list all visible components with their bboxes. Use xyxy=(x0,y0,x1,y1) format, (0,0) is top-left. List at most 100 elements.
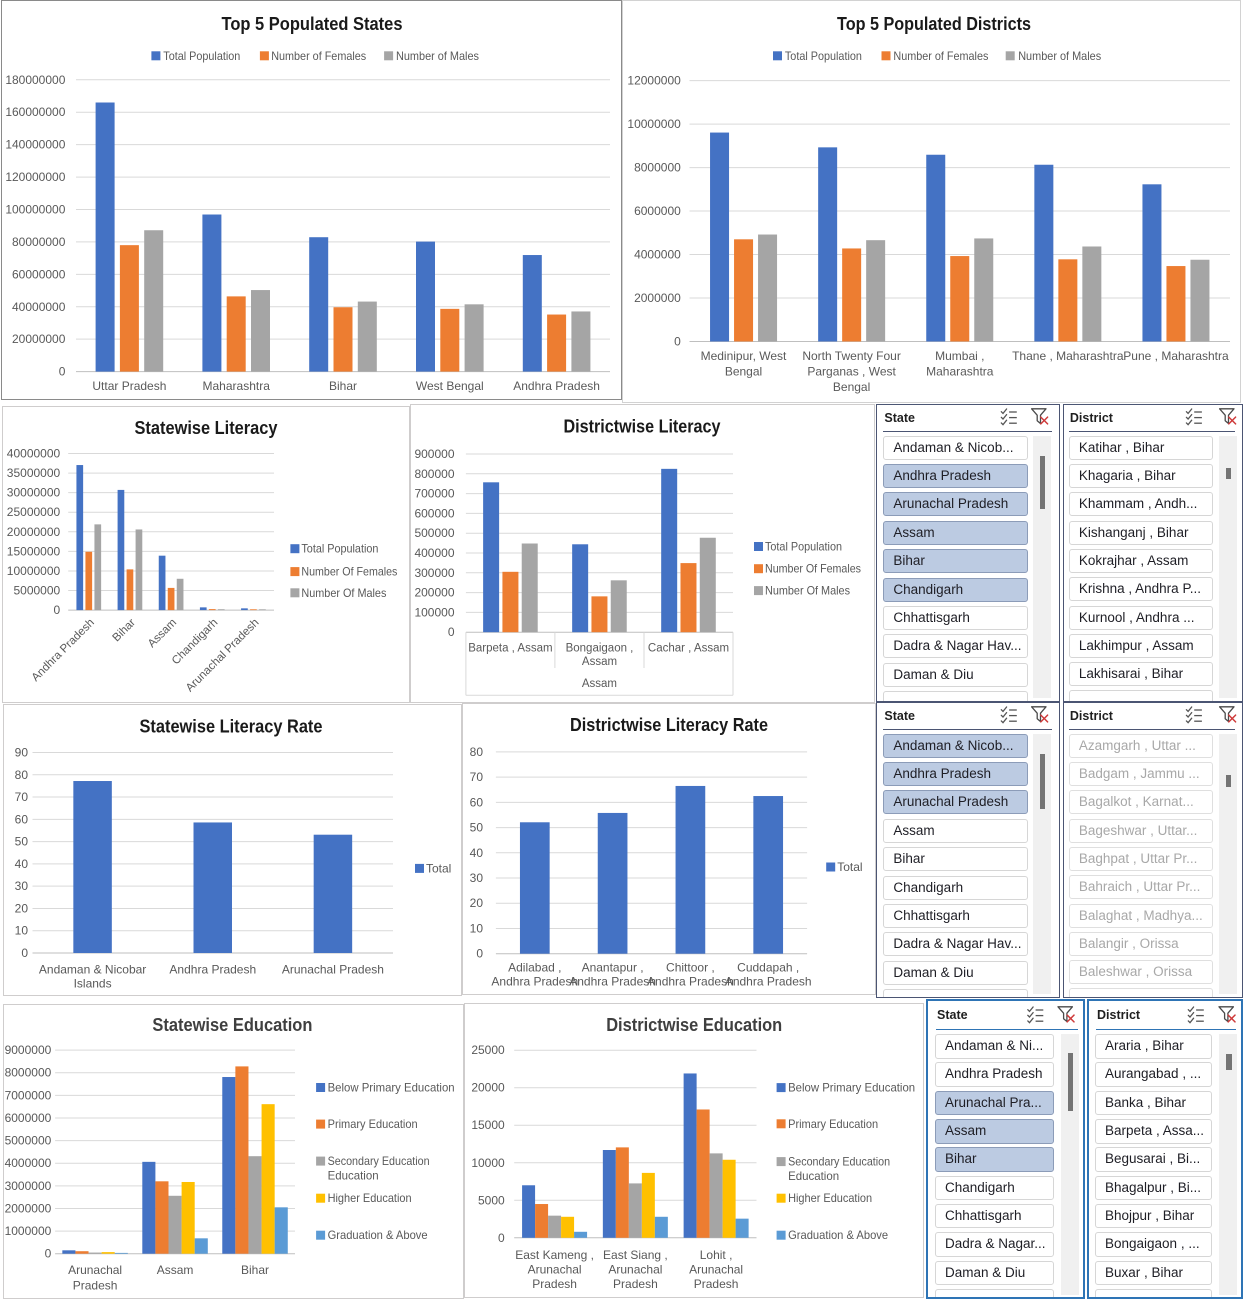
svg-text:120000000: 120000000 xyxy=(5,170,65,184)
svg-text:Top 5 Populated States: Top 5 Populated States xyxy=(222,13,403,34)
svg-text:Number Of Females: Number Of Females xyxy=(765,562,861,576)
svg-text:80000000: 80000000 xyxy=(12,235,66,249)
svg-text:20: 20 xyxy=(15,901,29,915)
svg-text:20000: 20000 xyxy=(471,1081,505,1095)
svg-text:Chittoor ,: Chittoor , xyxy=(666,961,715,975)
svg-text:Districtwise Literacy: Districtwise Literacy xyxy=(564,416,722,437)
svg-text:8000000: 8000000 xyxy=(5,1066,52,1080)
svg-text:Assam: Assam xyxy=(582,678,617,690)
svg-text:5000: 5000 xyxy=(478,1193,505,1207)
svg-text:Number of Females: Number of Females xyxy=(893,49,988,63)
svg-text:50: 50 xyxy=(470,821,484,835)
svg-text:Arunachal: Arunachal xyxy=(68,1263,122,1277)
svg-text:40000000: 40000000 xyxy=(12,300,66,314)
svg-text:0: 0 xyxy=(21,946,28,960)
svg-text:800000: 800000 xyxy=(414,467,454,481)
svg-text:Pradesh: Pradesh xyxy=(613,1277,658,1291)
svg-text:4000000: 4000000 xyxy=(634,248,681,262)
svg-text:900000: 900000 xyxy=(414,447,454,461)
svg-text:Statewise Education: Statewise Education xyxy=(152,1014,312,1035)
svg-text:15000: 15000 xyxy=(471,1118,505,1132)
svg-text:12000000: 12000000 xyxy=(627,74,681,88)
svg-text:10000: 10000 xyxy=(471,1156,505,1170)
svg-text:North Twenty Four: North Twenty Four xyxy=(802,349,900,363)
svg-text:0: 0 xyxy=(45,1247,52,1261)
svg-text:Number of Males: Number of Males xyxy=(396,49,479,63)
svg-text:0: 0 xyxy=(54,603,61,617)
svg-text:8000000: 8000000 xyxy=(634,161,681,175)
svg-text:Secondary Education: Secondary Education xyxy=(328,1154,430,1168)
svg-text:400000: 400000 xyxy=(414,546,454,560)
svg-text:25000000: 25000000 xyxy=(7,505,61,519)
svg-text:Assam: Assam xyxy=(157,1263,194,1277)
svg-text:10: 10 xyxy=(15,924,29,938)
svg-text:10000000: 10000000 xyxy=(7,564,61,578)
svg-text:Secondary Education: Secondary Education xyxy=(788,1155,890,1169)
svg-text:1000000: 1000000 xyxy=(5,1224,52,1238)
svg-text:Total: Total xyxy=(837,860,862,874)
svg-text:Number of Females: Number of Females xyxy=(271,49,366,63)
svg-text:Higher Education: Higher Education xyxy=(328,1191,412,1205)
svg-text:Lohit ,: Lohit , xyxy=(700,1248,733,1262)
svg-text:2000000: 2000000 xyxy=(634,291,681,305)
svg-text:6000000: 6000000 xyxy=(634,204,681,218)
svg-text:Primary Education: Primary Education xyxy=(788,1117,878,1131)
svg-text:6000000: 6000000 xyxy=(5,1111,52,1125)
svg-text:100000: 100000 xyxy=(414,605,454,619)
svg-text:10000000: 10000000 xyxy=(627,117,681,131)
svg-text:160000000: 160000000 xyxy=(5,105,65,119)
svg-text:90: 90 xyxy=(15,746,29,760)
svg-text:30000000: 30000000 xyxy=(7,486,61,500)
svg-text:Thane , Maharashtra: Thane , Maharashtra xyxy=(1012,349,1124,363)
svg-text:Andhra Pradesh: Andhra Pradesh xyxy=(647,974,734,988)
svg-text:Statewise Literacy: Statewise Literacy xyxy=(135,417,279,438)
svg-text:Bengal: Bengal xyxy=(725,365,762,379)
svg-text:0: 0 xyxy=(476,947,483,961)
svg-text:Bihar: Bihar xyxy=(329,379,357,393)
svg-text:Cuddapah ,: Cuddapah , xyxy=(737,961,799,975)
svg-text:60: 60 xyxy=(470,795,484,809)
svg-text:Andhra Pradesh: Andhra Pradesh xyxy=(725,974,812,988)
svg-text:20000000: 20000000 xyxy=(7,525,61,539)
svg-text:Assam: Assam xyxy=(582,656,617,668)
svg-text:30: 30 xyxy=(470,871,484,885)
svg-text:Mumbai ,: Mumbai , xyxy=(935,349,984,363)
svg-text:80: 80 xyxy=(470,745,484,759)
svg-text:300000: 300000 xyxy=(414,566,454,580)
svg-text:700000: 700000 xyxy=(414,487,454,501)
svg-text:Graduation & Above: Graduation & Above xyxy=(788,1228,888,1242)
svg-text:West Bengal: West Bengal xyxy=(416,379,484,393)
svg-text:70: 70 xyxy=(470,770,484,784)
svg-text:Parganas , West: Parganas , West xyxy=(807,365,896,379)
svg-text:Andaman & Nicobar: Andaman & Nicobar xyxy=(39,962,146,976)
svg-text:9000000: 9000000 xyxy=(5,1043,52,1057)
svg-text:Maharashtra: Maharashtra xyxy=(926,365,994,379)
svg-text:Graduation & Above: Graduation & Above xyxy=(328,1228,428,1242)
svg-text:Arunachal: Arunachal xyxy=(689,1263,743,1277)
svg-text:Education: Education xyxy=(328,1168,379,1182)
svg-text:Islands: Islands xyxy=(74,977,112,991)
svg-text:500000: 500000 xyxy=(414,526,454,540)
svg-text:0: 0 xyxy=(448,625,455,639)
svg-text:Arunachal: Arunachal xyxy=(608,1263,662,1277)
svg-text:Cachar , Assam: Cachar , Assam xyxy=(648,642,729,654)
svg-text:Total Population: Total Population xyxy=(785,49,862,63)
svg-text:0: 0 xyxy=(59,365,66,379)
svg-text:Bongaigaon ,: Bongaigaon , xyxy=(566,642,634,654)
svg-text:70: 70 xyxy=(15,790,29,804)
svg-text:Higher Education: Higher Education xyxy=(788,1191,872,1205)
svg-text:East Siang ,: East Siang , xyxy=(603,1248,668,1262)
svg-text:40000000: 40000000 xyxy=(7,447,61,461)
svg-text:Maharashtra: Maharashtra xyxy=(203,379,271,393)
svg-text:Total Population: Total Population xyxy=(301,542,378,556)
svg-text:Arunachal Pradesh: Arunachal Pradesh xyxy=(282,962,384,976)
svg-text:60: 60 xyxy=(15,812,29,826)
svg-text:25000: 25000 xyxy=(471,1043,505,1057)
svg-text:Number Of Males: Number Of Males xyxy=(301,586,386,600)
svg-text:Medinipur, West: Medinipur, West xyxy=(701,349,787,363)
svg-text:Anantapur ,: Anantapur , xyxy=(582,961,644,975)
svg-text:Number Of Females: Number Of Females xyxy=(301,565,397,579)
svg-text:0: 0 xyxy=(674,335,681,349)
svg-text:Bihar: Bihar xyxy=(241,1263,269,1277)
svg-text:600000: 600000 xyxy=(414,506,454,520)
